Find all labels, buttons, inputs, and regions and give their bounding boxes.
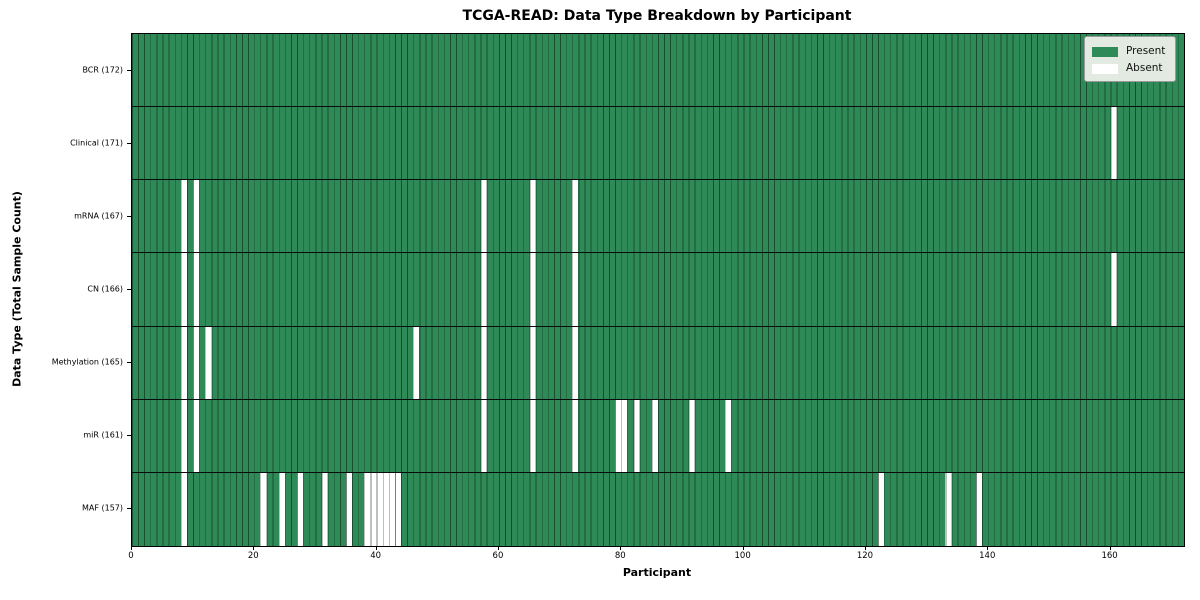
absent-cell <box>529 326 536 399</box>
y-tick-mark <box>127 289 131 290</box>
y-tick-label-methylation: Methylation (165) <box>51 357 123 367</box>
absent-swatch <box>1092 63 1118 74</box>
x-axis-label: Participant <box>622 566 692 579</box>
absent-cell <box>297 472 304 546</box>
x-tick-mark <box>742 546 744 550</box>
legend-item-present: Present <box>1092 43 1175 60</box>
x-tick-label: 40 <box>370 551 382 561</box>
absent-cell <box>413 326 420 399</box>
absent-cell <box>572 253 579 326</box>
x-tick-mark <box>253 546 255 550</box>
legend: Present Absent <box>1084 36 1176 82</box>
legend-label-absent: Absent <box>1126 62 1163 75</box>
absent-cell <box>878 472 885 546</box>
x-tick-label: 60 <box>492 551 504 561</box>
present-swatch <box>1092 46 1118 57</box>
absent-cell <box>180 253 188 326</box>
y-tick-label-cn: CN (166) <box>87 284 123 294</box>
absent-cell <box>260 472 267 546</box>
x-tick-label: 80 <box>614 551 626 561</box>
absent-cell <box>193 253 200 326</box>
plot-area <box>131 33 1185 547</box>
absent-cell <box>725 399 732 472</box>
chart-title: TCGA-READ: Data Type Breakdown by Partic… <box>462 8 852 24</box>
absent-cell <box>1110 107 1117 180</box>
heatmap-row-clinical <box>132 107 1184 181</box>
x-tick-label: 20 <box>247 551 259 561</box>
absent-cell <box>621 399 628 472</box>
absent-cell <box>529 253 536 326</box>
absent-cell <box>529 180 536 253</box>
absent-cell <box>395 472 402 546</box>
legend-item-absent: Absent <box>1092 60 1175 77</box>
x-tick-label: 160 <box>1101 551 1118 561</box>
heatmap-row-maf <box>132 472 1184 546</box>
y-tick-mark <box>127 508 131 510</box>
x-tick-mark <box>987 546 989 550</box>
heatmap-row-mrna <box>132 180 1184 254</box>
absent-cell <box>346 472 353 546</box>
y-tick-mark <box>127 215 131 217</box>
y-tick-mark <box>127 69 131 71</box>
x-tick-mark <box>131 546 132 550</box>
absent-cell <box>193 326 200 399</box>
absent-cell <box>651 399 658 472</box>
absent-cell <box>180 472 188 546</box>
absent-cell <box>976 472 983 546</box>
absent-cell <box>529 399 536 472</box>
absent-cell <box>321 472 328 546</box>
absent-cell <box>193 180 200 253</box>
absent-cell <box>688 399 695 472</box>
y-tick-label-maf: MAF (157) <box>81 503 123 513</box>
y-tick-label-clinical: Clinical (171) <box>70 138 123 148</box>
y-tick-label-mir: miR (161) <box>83 430 123 440</box>
x-tick-label: 140 <box>979 551 996 561</box>
absent-cell <box>278 472 285 546</box>
y-tick-mark <box>127 142 131 144</box>
absent-cell <box>180 399 188 472</box>
absent-cell <box>572 180 579 253</box>
y-tick-mark <box>127 362 131 364</box>
y-tick-label-mrna: mRNA (167) <box>74 211 123 221</box>
x-tick-label: 0 <box>128 551 134 561</box>
legend-label-present: Present <box>1126 45 1166 58</box>
x-tick-label: 100 <box>734 551 751 561</box>
y-tick-label-bcr: BCR (172) <box>82 65 123 75</box>
heatmap-row-bcr <box>132 34 1184 108</box>
x-tick-mark <box>1109 546 1111 550</box>
absent-cell <box>633 399 640 472</box>
heatmap-row-mir <box>132 399 1184 473</box>
absent-cell <box>480 326 487 399</box>
absent-cell <box>572 326 579 399</box>
absent-cell <box>180 326 188 399</box>
absent-cell <box>180 180 188 253</box>
absent-cell <box>480 180 487 253</box>
x-tick-mark <box>864 546 866 550</box>
absent-cell <box>205 326 212 399</box>
heatmap-row-cn <box>132 253 1184 327</box>
absent-cell <box>193 399 200 472</box>
y-axis-label: Data Type (Total Sample Count) <box>10 191 24 387</box>
heatmap-row-methylation <box>132 326 1184 400</box>
x-tick-mark <box>375 546 377 550</box>
absent-cell <box>945 472 952 546</box>
x-tick-label: 120 <box>856 551 874 561</box>
y-tick-mark <box>127 435 131 437</box>
x-tick-mark <box>497 546 499 550</box>
absent-cell <box>480 399 487 472</box>
absent-cell <box>1110 253 1117 326</box>
x-tick-mark <box>620 546 622 550</box>
absent-cell <box>480 253 487 326</box>
absent-cell <box>572 399 579 472</box>
